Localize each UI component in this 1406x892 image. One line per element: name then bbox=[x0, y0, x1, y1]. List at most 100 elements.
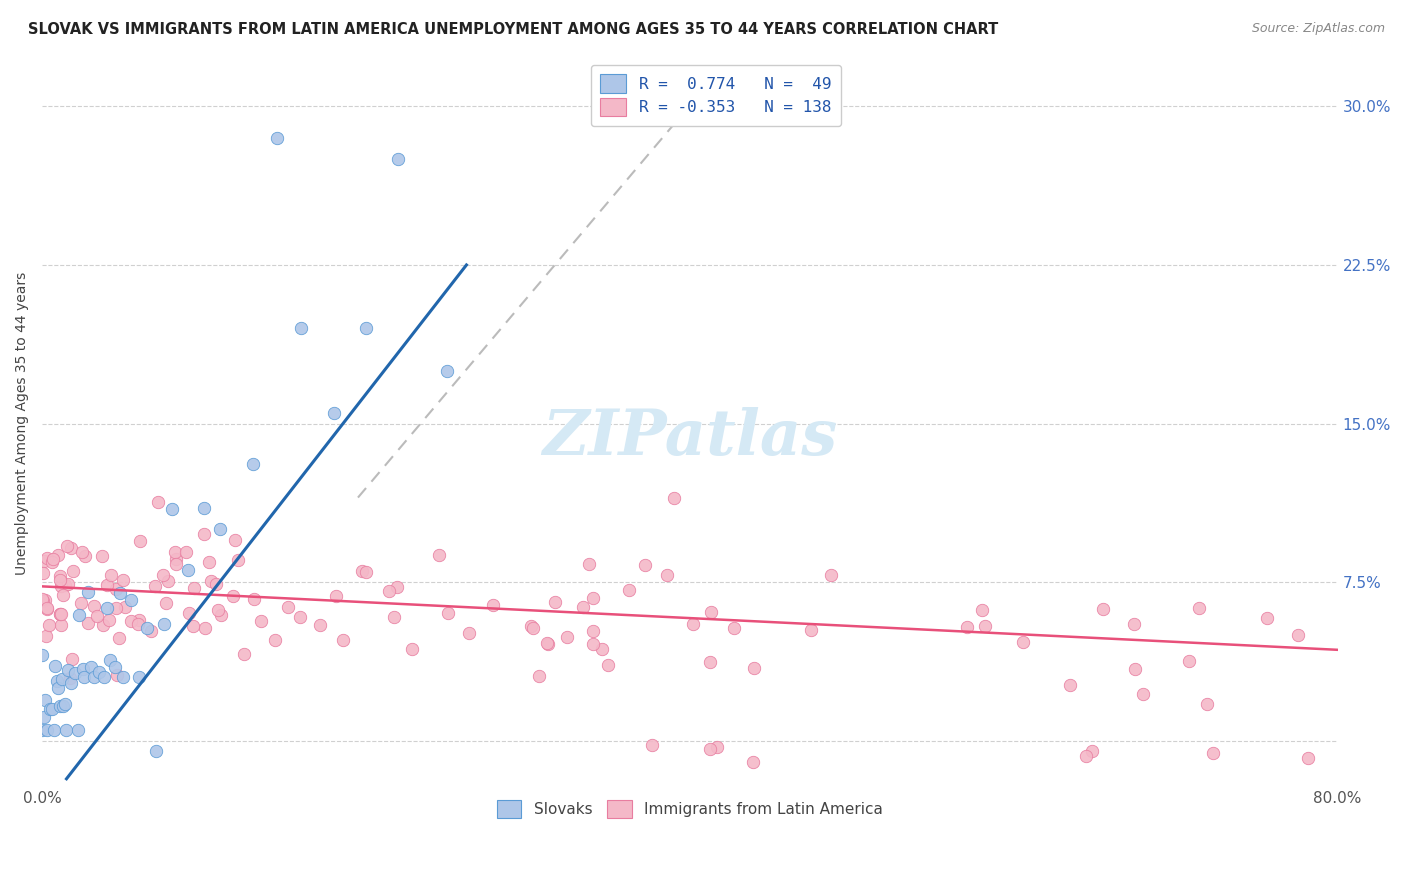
Point bbox=[193, 526, 215, 541]
Point bbox=[165, 552, 187, 566]
Point bbox=[73, 670, 96, 684]
Point bbox=[1178, 654, 1201, 668]
Point bbox=[120, 593, 142, 607]
Point bbox=[63, 666, 86, 681]
Text: Source: ZipAtlas.com: Source: ZipAtlas.com bbox=[1251, 22, 1385, 36]
Point bbox=[973, 619, 995, 633]
Point bbox=[174, 545, 197, 559]
Point bbox=[350, 565, 373, 579]
Point bbox=[152, 567, 174, 582]
Point bbox=[127, 617, 149, 632]
Point bbox=[385, 581, 408, 595]
Point bbox=[62, 564, 84, 578]
Point bbox=[93, 670, 115, 684]
Point bbox=[1123, 662, 1146, 676]
Point bbox=[354, 565, 377, 579]
Point bbox=[53, 577, 76, 591]
Point bbox=[536, 636, 558, 650]
Point bbox=[157, 574, 180, 588]
Point bbox=[105, 668, 128, 682]
Point bbox=[98, 653, 121, 667]
Point bbox=[427, 548, 450, 562]
Point bbox=[49, 617, 72, 632]
Point bbox=[183, 581, 205, 595]
Point bbox=[1195, 698, 1218, 712]
Point bbox=[35, 629, 58, 643]
Point bbox=[436, 364, 458, 378]
Point bbox=[34, 693, 56, 707]
Point bbox=[55, 723, 77, 738]
Point bbox=[1091, 602, 1114, 616]
Point bbox=[322, 406, 344, 420]
Point bbox=[49, 607, 72, 622]
Point bbox=[51, 672, 73, 686]
Point bbox=[800, 624, 823, 638]
Point bbox=[378, 584, 401, 599]
Point bbox=[197, 555, 219, 569]
Point bbox=[155, 596, 177, 610]
Point bbox=[35, 601, 58, 615]
Point bbox=[104, 582, 127, 596]
Point bbox=[96, 600, 118, 615]
Point bbox=[139, 624, 162, 639]
Point bbox=[437, 606, 460, 620]
Point bbox=[42, 723, 65, 738]
Point bbox=[91, 549, 114, 563]
Point bbox=[87, 665, 110, 679]
Point bbox=[104, 660, 127, 674]
Point bbox=[249, 614, 271, 628]
Point bbox=[97, 613, 120, 627]
Point bbox=[49, 568, 72, 582]
Point bbox=[37, 601, 59, 615]
Point bbox=[112, 670, 135, 684]
Point bbox=[571, 599, 593, 614]
Point bbox=[1256, 611, 1278, 625]
Point bbox=[581, 637, 603, 651]
Point bbox=[38, 617, 60, 632]
Point bbox=[45, 673, 67, 688]
Point bbox=[145, 744, 167, 758]
Point bbox=[1286, 628, 1309, 642]
Point bbox=[290, 610, 312, 624]
Point bbox=[66, 723, 89, 738]
Point bbox=[83, 670, 105, 684]
Point bbox=[31, 566, 53, 581]
Point bbox=[332, 633, 354, 648]
Point bbox=[44, 659, 66, 673]
Point bbox=[401, 641, 423, 656]
Point bbox=[578, 557, 600, 571]
Point bbox=[67, 608, 90, 623]
Point bbox=[120, 614, 142, 628]
Point bbox=[83, 599, 105, 613]
Point bbox=[152, 617, 174, 632]
Legend: Slovaks, Immigrants from Latin America: Slovaks, Immigrants from Latin America bbox=[489, 793, 890, 826]
Point bbox=[41, 555, 63, 569]
Point bbox=[42, 552, 65, 566]
Point bbox=[591, 642, 613, 657]
Point bbox=[742, 661, 765, 675]
Point bbox=[32, 709, 55, 723]
Point bbox=[49, 574, 72, 588]
Point bbox=[1188, 600, 1211, 615]
Point bbox=[582, 591, 605, 605]
Point bbox=[56, 663, 79, 677]
Point bbox=[108, 585, 131, 599]
Point bbox=[165, 558, 187, 572]
Point bbox=[699, 742, 721, 756]
Point bbox=[70, 596, 93, 610]
Point bbox=[481, 598, 503, 612]
Point bbox=[51, 579, 73, 593]
Point bbox=[582, 624, 605, 638]
Point bbox=[193, 500, 215, 515]
Point bbox=[1296, 750, 1319, 764]
Point bbox=[108, 632, 131, 646]
Point bbox=[31, 594, 53, 608]
Point bbox=[634, 558, 657, 572]
Point bbox=[35, 723, 58, 738]
Point bbox=[31, 723, 53, 738]
Point bbox=[70, 545, 93, 559]
Point bbox=[76, 585, 98, 599]
Point bbox=[458, 626, 481, 640]
Point bbox=[46, 548, 69, 562]
Point bbox=[242, 458, 264, 472]
